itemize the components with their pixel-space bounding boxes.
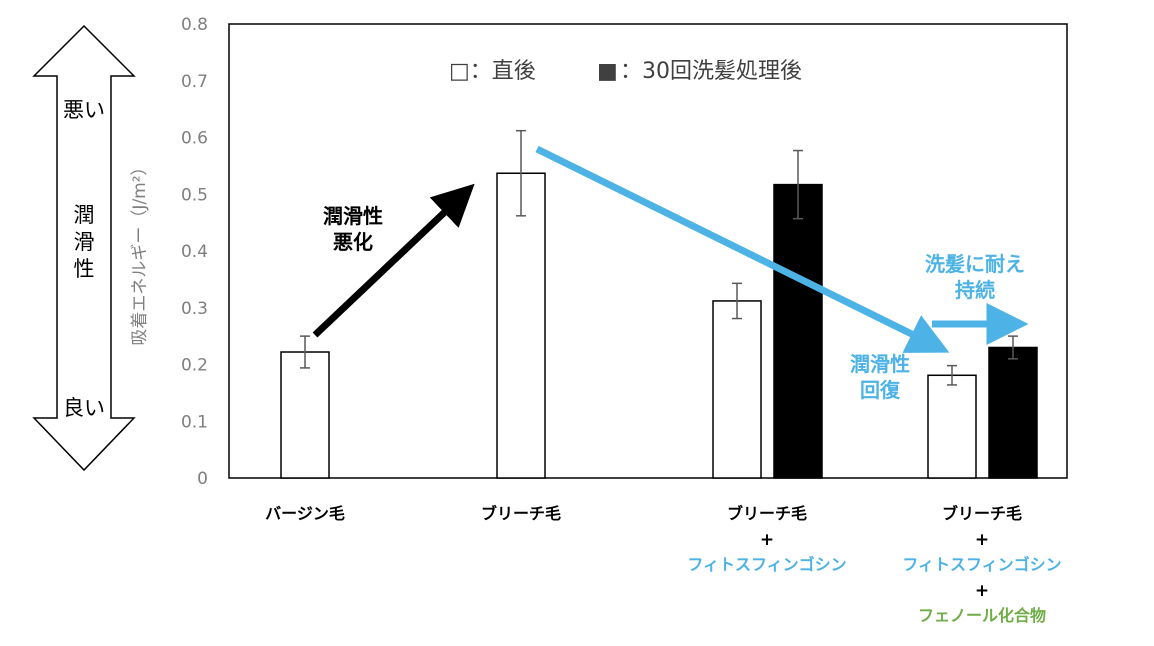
y-tick-label: 0.8 [181, 15, 208, 35]
y-axis-label: 吸着エネルギー（J/m²） [130, 158, 150, 345]
category-label-line: + [760, 530, 774, 550]
y-tick-label: 0.1 [181, 412, 208, 432]
annotation-recover: 潤滑性回復 [850, 352, 910, 402]
category-label-line: フェノール化合物 [918, 606, 1046, 625]
y-tick-label: 0 [197, 469, 208, 489]
bar-immediate [280, 351, 330, 479]
bar-immediate [712, 300, 762, 479]
y-tick-label: 0.2 [181, 356, 208, 376]
category-label-line: ブリーチ毛 [727, 504, 807, 523]
scale-middle-label: 潤滑性 [74, 203, 95, 281]
bar-after30 [988, 346, 1038, 479]
scale-top-label: 悪い [63, 98, 105, 122]
category-label-line: フィトスフィンゴシン [902, 555, 1061, 574]
scale-bottom-label: 良い [63, 396, 105, 420]
category-label-line: + [975, 530, 989, 550]
category-label-line: ブリーチ毛 [942, 504, 1022, 523]
category-label-line: ブリーチ毛 [481, 504, 561, 523]
bar-after30 [773, 183, 823, 479]
y-tick-label: 0.3 [181, 299, 208, 319]
annotation-worsen: 潤滑性悪化 [323, 204, 383, 254]
y-tick-label: 0.6 [181, 129, 208, 149]
lubricity-scale-double-arrow [32, 24, 136, 472]
category-label-line: フィトスフィンゴシン [687, 555, 846, 574]
y-axis-ticks: 0 0.1 0.2 0.3 0.4 0.5 0.6 0.7 0.8 [181, 15, 208, 489]
bar-immediate [496, 172, 546, 479]
worsen-arrow [312, 183, 475, 338]
bars [280, 172, 1038, 479]
legend-after30: ：30回洗髪処理後 [620, 59, 802, 84]
bar-immediate [927, 374, 977, 479]
legend-after30-symbol: ■ [597, 59, 618, 84]
y-tick-label: 0.4 [181, 242, 208, 262]
category-label-line: + [975, 581, 989, 601]
category-label-line: バージン毛 [265, 504, 345, 523]
annotation-persist: 洗髪に耐え持続 [925, 252, 1025, 302]
plot-area [228, 23, 1068, 479]
category-labels: バージン毛 ブリーチ毛 ブリーチ毛+フィトスフィンゴシンブリーチ毛+フィトスフィンゴ… [265, 504, 1062, 625]
y-tick-label: 0.5 [181, 185, 208, 205]
recover-arrow [535, 145, 950, 353]
error-bars [300, 129, 1018, 386]
y-tick-label: 0.7 [181, 72, 208, 92]
legend-immediate: □：直後 [449, 59, 536, 84]
